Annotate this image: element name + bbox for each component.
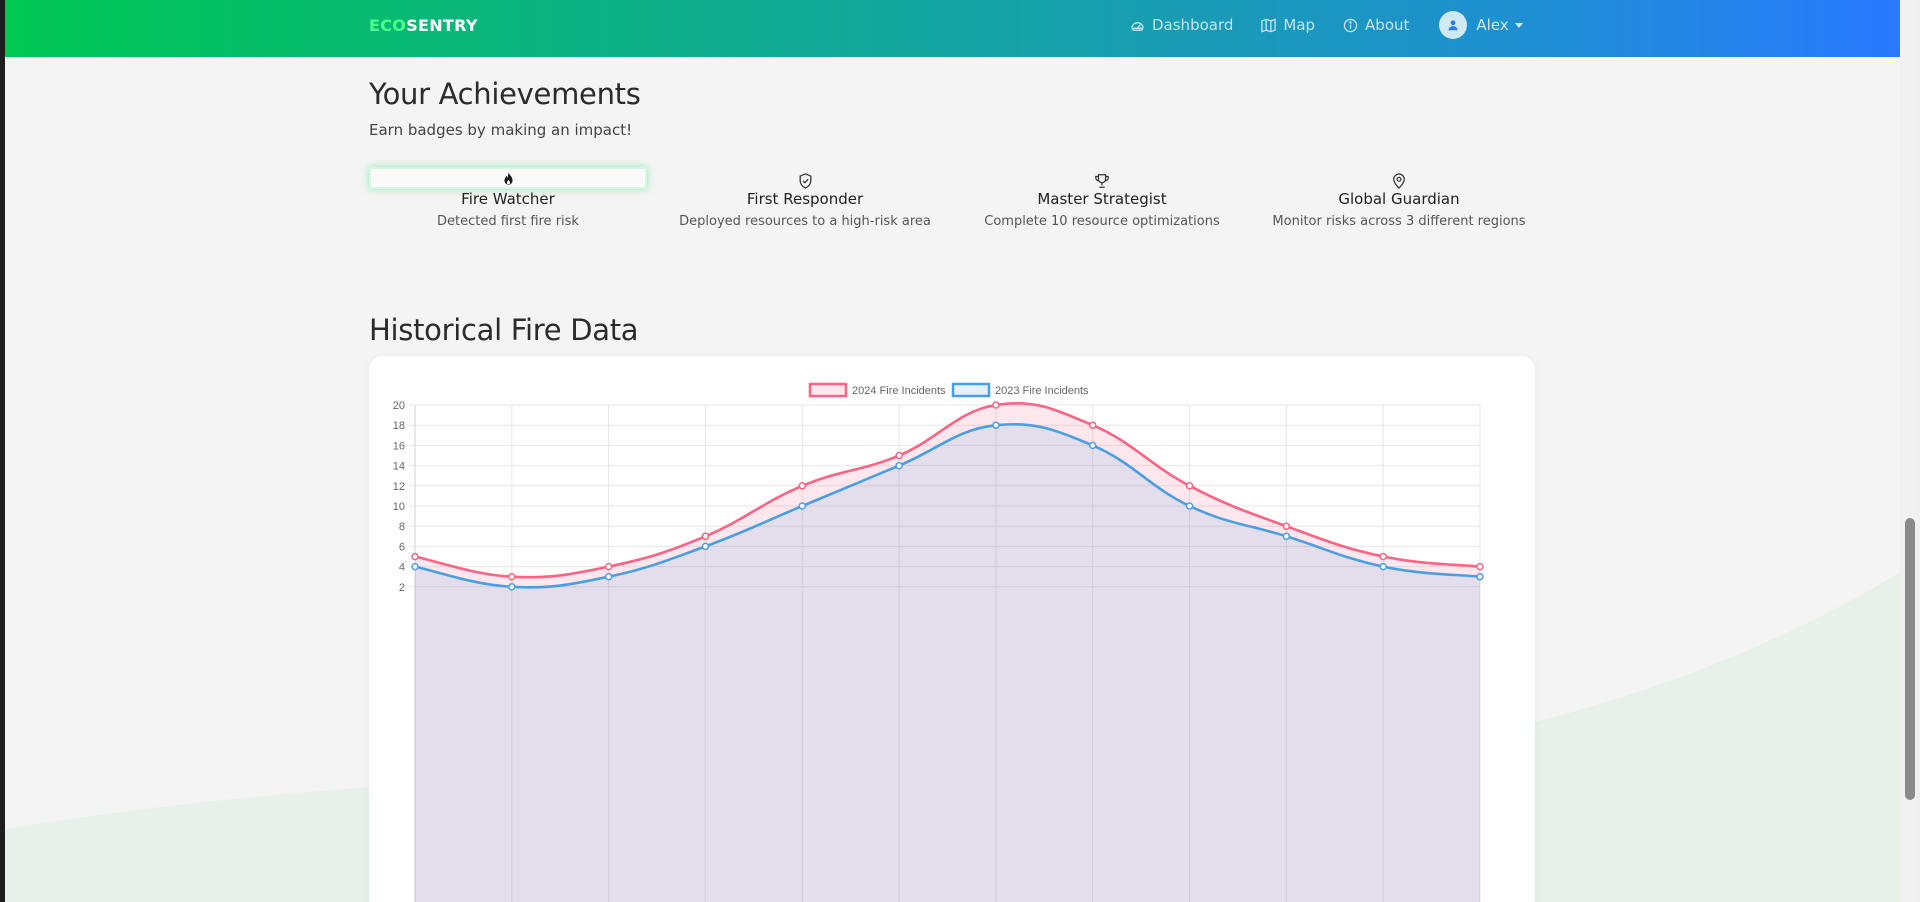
data-point <box>895 451 903 460</box>
y-tick-label: 8 <box>399 521 405 533</box>
nav-map[interactable]: Map <box>1261 15 1315 35</box>
info-circle-icon <box>1343 18 1358 32</box>
brand-eco: ECO <box>369 16 407 35</box>
badge-description: Deployed resources to a high-risk area <box>679 214 931 229</box>
badge-name: First Responder <box>746 190 864 208</box>
badge-name: Global Guardian <box>1338 190 1460 208</box>
data-point <box>1476 572 1484 581</box>
badge-icon-wrap <box>1260 167 1538 189</box>
legend-swatch <box>951 382 991 398</box>
nav-dashboard[interactable]: Dashboard <box>1130 15 1233 35</box>
y-tick-label: 20 <box>393 400 405 412</box>
main-nav: Dashboard Map About Alex <box>1130 11 1523 39</box>
y-tick-label: 14 <box>393 461 405 473</box>
badge-description: Complete 10 resource optimizations <box>984 214 1220 229</box>
data-point <box>1088 421 1097 429</box>
legend-label: 2023 Fire Incidents <box>995 385 1089 397</box>
series-area <box>415 403 1480 902</box>
y-tick-label: 16 <box>393 440 405 452</box>
speedometer-icon <box>1131 21 1144 31</box>
flame-icon <box>503 172 513 185</box>
data-point <box>992 401 1000 409</box>
data-point <box>1476 562 1484 571</box>
user-icon <box>1448 20 1458 31</box>
data-point <box>411 562 419 571</box>
badge-description: Detected first fire risk <box>437 214 579 229</box>
chart-card: 2 4 6 8 10 12 14 16 18 20 2024 Fire Incidents 2023 … <box>369 356 1535 902</box>
data-point <box>508 572 516 581</box>
nav-about[interactable]: About <box>1343 15 1409 35</box>
badge-icon-wrap <box>369 167 647 189</box>
data-point <box>1282 522 1291 530</box>
badge-card[interactable]: Fire Watcher Detected first fire risk <box>369 167 647 229</box>
fire-incidents-chart: 2 4 6 8 10 12 14 16 18 20 2024 Fire Incidents 2023 … <box>393 382 1484 902</box>
map-icon <box>1261 17 1277 33</box>
map-pin-icon <box>1393 173 1405 189</box>
badge-name: Fire Watcher <box>461 190 555 208</box>
nav-map-label: Map <box>1283 16 1316 34</box>
y-tick-label: 2 <box>399 582 405 594</box>
badge-icon-wrap <box>963 167 1241 189</box>
data-point <box>798 502 807 510</box>
data-point <box>1282 532 1291 541</box>
badge-card[interactable]: Global Guardian Monitor risks across 3 d… <box>1260 167 1538 229</box>
data-point <box>1185 482 1194 490</box>
data-point <box>1379 552 1387 561</box>
achievements-title: Your Achievements <box>369 77 641 111</box>
achievements-subtitle: Earn badges by making an impact! <box>369 121 633 139</box>
badge-icon-wrap <box>666 167 944 189</box>
y-tick-label: 12 <box>393 481 405 493</box>
badge-card[interactable]: First Responder Deployed resources to a … <box>666 167 944 229</box>
series-area <box>415 424 1480 902</box>
data-point <box>1185 502 1194 510</box>
data-point <box>701 532 710 541</box>
data-point <box>992 421 1000 429</box>
user-menu[interactable]: Alex <box>1439 11 1523 39</box>
legend-swatch <box>808 382 848 398</box>
data-point <box>895 461 903 470</box>
data-point <box>1088 441 1097 450</box>
data-point <box>604 562 613 571</box>
chevron-down-icon <box>1514 22 1523 28</box>
y-tick-label: 6 <box>399 541 405 553</box>
y-tick-label: 4 <box>399 562 405 574</box>
badge-name: Master Strategist <box>1037 190 1167 208</box>
trophy-icon <box>1095 174 1109 188</box>
legend-label: 2024 Fire Incidents <box>852 385 946 397</box>
data-point <box>604 572 613 581</box>
user-name: Alex <box>1476 16 1509 34</box>
window-edge <box>0 0 5 902</box>
data-point <box>798 482 807 490</box>
nav-dashboard-label: Dashboard <box>1152 16 1234 34</box>
top-navbar: ECOSENTRY Dashboard Map About Alex <box>5 0 1900 57</box>
y-tick-label: 18 <box>393 420 405 432</box>
data-point <box>411 552 419 561</box>
brand-logo[interactable]: ECOSENTRY <box>369 16 478 35</box>
badge-card[interactable]: Master Strategist Complete 10 resource o… <box>963 167 1241 229</box>
nav-about-label: About <box>1365 16 1410 34</box>
badges-grid: Fire Watcher Detected first fire risk Fi… <box>369 167 1535 247</box>
badge-description: Monitor risks across 3 different regions <box>1272 214 1526 229</box>
scrollbar-thumb[interactable] <box>1905 518 1915 800</box>
avatar <box>1439 11 1468 39</box>
data-point <box>1379 562 1387 571</box>
data-point <box>701 542 710 551</box>
y-tick-label: 10 <box>393 501 405 513</box>
shield-check-icon <box>799 173 811 189</box>
data-point <box>508 583 516 591</box>
brand-sentry: SENTRY <box>406 16 478 35</box>
historical-title: Historical Fire Data <box>369 313 639 347</box>
